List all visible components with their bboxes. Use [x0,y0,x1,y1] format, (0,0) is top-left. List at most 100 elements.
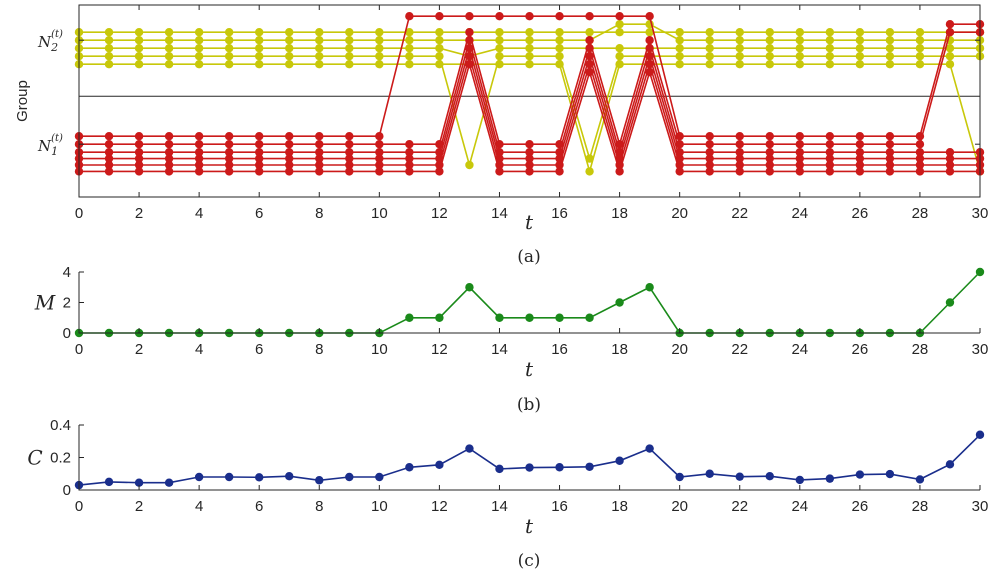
group2-series-point [194,44,204,53]
group2-series-point [615,59,624,69]
group1-series-point [255,140,264,149]
panel-b1-x-tick-label: 28 [912,341,929,358]
panel-b-x-ticks: 0 2 4 6 8 10 12 14 16 18 20 22 24 26 28 30 [75,328,988,358]
group1-series-point [224,148,234,157]
group1-series-point [915,140,925,149]
group2-series-point [315,52,324,61]
c-series-point [945,460,955,469]
group2-series-point [255,36,264,45]
group2-series-point [885,44,895,53]
group1-series-point [345,154,354,163]
group2-series-point [525,44,534,53]
group1-series-point [315,154,324,163]
group2-series-point [885,52,895,61]
group2-series-point [285,52,294,61]
group1-series-point [375,132,384,141]
group1-series-point [495,167,504,176]
c-series-point [164,478,174,487]
group1-series-point [855,140,865,149]
group1-series-point [194,167,204,176]
group1-series-point [705,167,714,176]
group2-series-point [525,28,534,37]
group1-series-point [735,132,744,141]
group2-series-point [435,44,444,53]
panel-c2-x-tick-label: 6 [255,498,263,515]
group1-series-point [134,132,144,141]
group1-series-point [465,36,474,45]
group1-series-point [825,132,835,141]
group2-series-point [795,59,804,69]
group1-series-point [795,154,804,163]
panel-c2-x-tick-label: 16 [551,498,568,515]
group1-series-point [255,160,264,170]
c-series-point [255,473,264,482]
group2-series-point [134,59,144,69]
panel-a0-x-tick-label: 2 [135,205,143,222]
group1-series-point [194,148,204,157]
group1-series-point [765,167,774,176]
c-series-point [645,444,654,453]
panel-c2-x-tick-label: 2 [135,498,143,515]
group1-series-point [645,44,654,53]
group2-series-point [255,44,264,53]
panel-c-y-ticks: 0 0.2 0.4 [50,417,84,499]
panel-a-x-ticks: 0 2 4 6 8 10 12 14 16 18 20 22 24 26 28 30 [75,5,988,222]
group1-series-point [224,132,234,141]
group-series-lines [74,12,985,176]
group2-series-point [825,52,835,61]
group2-series-point [855,44,865,53]
group1-series-point [345,148,354,157]
group1-series-point [705,154,714,163]
group1-series-point [164,140,174,149]
group1-series-point [255,154,264,163]
m-series-point [975,267,985,277]
group1-series-point [705,148,714,157]
group2-series-point [765,36,774,45]
panel-c2-x-tick-label: 22 [731,498,748,515]
group1-series-point [375,154,384,163]
group2-series-point [164,36,174,45]
panel-b1-x-tick-label: 20 [671,341,688,358]
group1-series-point [645,68,654,77]
group2-series-point [495,52,504,61]
group2-series-point [345,28,354,37]
group2-series-point [795,44,804,53]
group1-series-point [825,154,835,163]
panel-c-y-tick-label: 0.4 [50,417,71,434]
panel-a0-x-tick-label: 20 [671,205,688,222]
group1-series-point [945,28,955,37]
group1-series-point [855,148,865,157]
group1-series-point [255,148,264,157]
c-series-point [675,472,684,482]
group2-series-point [345,44,354,53]
group1-series-point [705,160,714,170]
group1-series-point [134,140,144,149]
group2-series-point [134,28,144,37]
group2-series-point [705,59,714,69]
panel-a0-x-tick-label: 18 [611,205,628,222]
group1-series-point [945,20,955,29]
panel-b1-x-tick-label: 16 [551,341,568,358]
group1-series-point [915,160,925,170]
c-series-point [104,477,114,487]
group2-series-point [255,52,264,61]
group2-series-point [555,28,564,37]
group2-series-point [315,59,324,69]
group1-series-point [945,148,955,157]
group1-series-point [224,154,234,163]
group1-series-point [255,132,264,141]
group2-series-point [675,44,684,53]
group1-series-point [164,132,174,141]
c-series-point [375,472,384,482]
group1-series-point [104,140,114,149]
panel-a0-x-tick-label: 10 [371,205,388,222]
panel-a-axes-box [78,4,981,198]
c-series-point [555,463,564,472]
group1-series-point [465,44,474,53]
c-series-point [345,472,354,482]
group1-series-point [585,12,594,21]
group2-series-point [825,36,835,45]
group2-series-point [765,28,774,37]
group2-series-point [405,44,414,53]
panel-c2-x-tick-label: 18 [611,498,628,515]
